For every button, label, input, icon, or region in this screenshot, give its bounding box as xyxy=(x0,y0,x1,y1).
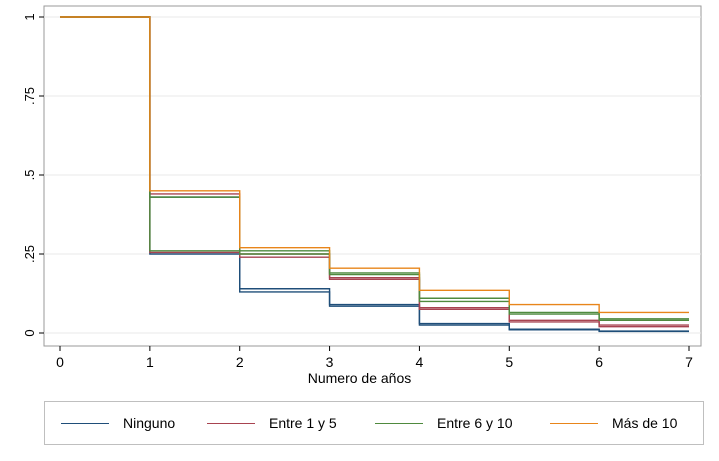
series-line-entre-6-y-10 xyxy=(60,16,689,320)
y-tick-label: .25 xyxy=(22,245,37,263)
y-tick-label: 0 xyxy=(22,329,37,336)
legend-label-mas-de-10: Más de 10 xyxy=(612,415,678,431)
legend-swatch-ninguno xyxy=(61,422,109,424)
x-tick-label: 6 xyxy=(595,354,603,370)
x-axis-label: Numero de años xyxy=(307,370,412,386)
y-tick-label: .5 xyxy=(22,170,37,181)
series-line-entre-1-y-5 xyxy=(60,16,689,326)
series-layer xyxy=(60,16,689,333)
series-line-entre-6-y-10 xyxy=(60,16,689,322)
legend-item-ninguno: Ninguno xyxy=(61,402,175,444)
x-tick-label: 2 xyxy=(236,354,244,370)
legend-swatch-entre-6-y-10 xyxy=(375,422,423,424)
x-tick-label: 7 xyxy=(685,354,693,370)
plot-frame xyxy=(43,5,702,347)
legend-label-entre-1-y-5: Entre 1 y 5 xyxy=(269,415,337,431)
x-tick-label: 5 xyxy=(505,354,513,370)
x-tick-label: 4 xyxy=(416,354,424,370)
x-tick-label: 0 xyxy=(56,354,64,370)
legend-item-mas-de-10: Más de 10 xyxy=(550,402,677,444)
legend: Ninguno Entre 1 y 5 Entre 6 y 10 Más de … xyxy=(44,401,704,445)
y-tick-label: 1 xyxy=(22,13,37,20)
series-line-ninguno xyxy=(60,16,689,333)
series-line-m-s-de-10 xyxy=(60,16,689,314)
legend-swatch-mas-de-10 xyxy=(550,422,598,424)
series-line-ninguno xyxy=(60,16,689,332)
legend-label-entre-6-y-10: Entre 6 y 10 xyxy=(437,415,513,431)
x-tick-label: 3 xyxy=(326,354,334,370)
axis-layer: 0 .25 .5 .75 1 0 1 2 3 4 5 6 7 xyxy=(22,13,693,370)
grid-layer xyxy=(43,5,702,347)
legend-swatch-entre-1-y-5 xyxy=(207,422,255,424)
legend-label-ninguno: Ninguno xyxy=(123,415,176,431)
legend-item-entre-1-y-5: Entre 1 y 5 xyxy=(207,402,337,444)
x-tick-label: 1 xyxy=(146,354,154,370)
y-tick-label: .75 xyxy=(22,87,37,105)
legend-item-entre-6-y-10: Entre 6 y 10 xyxy=(375,402,513,444)
series-line-entre-1-y-5 xyxy=(60,16,689,328)
